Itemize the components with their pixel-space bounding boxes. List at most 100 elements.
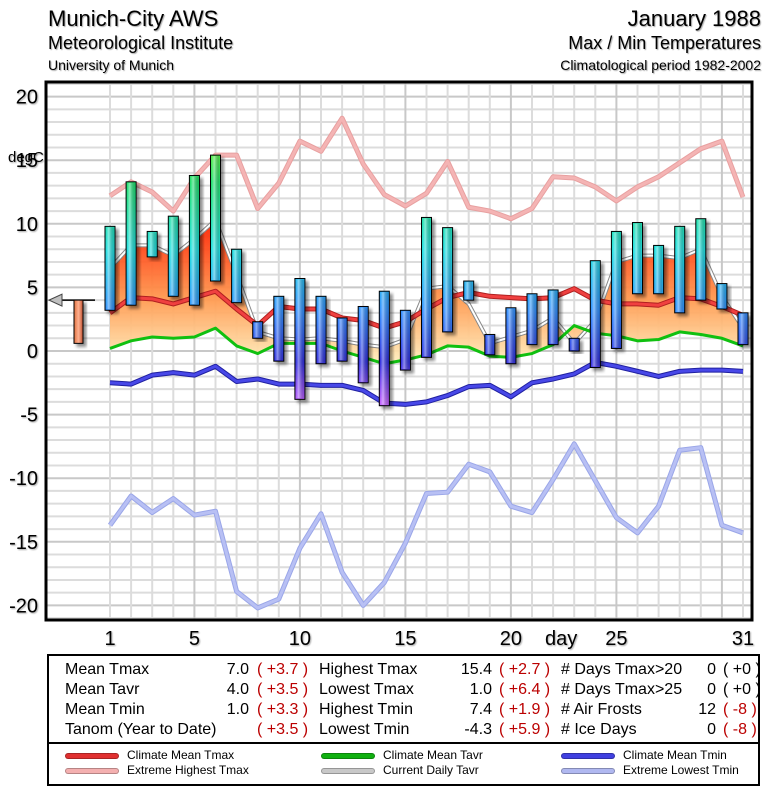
stat-label: # Days Tmax>25: [561, 681, 683, 698]
y-tick-label: -5: [20, 405, 38, 427]
daily-bars: [104, 154, 749, 407]
day-bar: [357, 305, 369, 384]
institute-title: Meteorological Institute: [48, 33, 234, 53]
stat-value: 1.0: [469, 681, 492, 698]
period-title: Climatological period 1982-2002: [560, 57, 761, 73]
legend-swatch: [321, 753, 375, 759]
stat-anomaly: ( +1.9 ): [499, 701, 551, 718]
stat-value: 0: [707, 661, 716, 678]
day-bar-shine: [506, 308, 515, 363]
day-bar: [526, 293, 538, 346]
subject-title: Max / Min Temperatures: [568, 33, 761, 53]
stat-anomaly: ( +5.9 ): [499, 721, 551, 738]
day-bar: [716, 283, 728, 310]
x-axis-title: day: [545, 628, 577, 650]
day-bar: [421, 216, 432, 358]
y-tick-label: 0: [27, 341, 38, 363]
day-bar: [188, 174, 200, 306]
stat-label: Tanom (Year to Date): [65, 721, 217, 738]
day-bar: [547, 289, 559, 346]
day-bar: [104, 225, 116, 311]
day-bar-shine: [717, 284, 726, 309]
day-bar-shine: [317, 297, 325, 363]
day-bar-shine: [190, 176, 199, 305]
y-axis-labels: 20 15 10 5 0 -5 -10 -15 -20: [9, 87, 38, 618]
day-bar: [125, 181, 137, 306]
y-tick-label: -10: [9, 468, 38, 490]
day-bar: [399, 309, 411, 371]
day-bar-shine: [591, 261, 600, 367]
stat-value: 0: [707, 681, 716, 698]
day-bar-shine: [528, 294, 536, 344]
day-bar-shine: [232, 250, 241, 302]
day-bar: [273, 295, 285, 362]
stat-value: 1.0: [226, 701, 249, 718]
day-bar: [315, 295, 327, 365]
day-bar: [442, 227, 454, 333]
y-tick-label: 15: [16, 150, 38, 172]
day-bar-shine: [739, 313, 747, 344]
day-bar-shine: [253, 322, 262, 338]
stat-value: 0: [707, 721, 716, 738]
day-bar-shine: [211, 156, 220, 281]
stat-anomaly: ( +3.5 ): [257, 721, 309, 738]
day-bar: [653, 244, 665, 295]
day-bar-shine: [675, 227, 684, 312]
day-bar: [210, 154, 221, 282]
anomaly-arrow-icon: [47, 293, 63, 307]
day-bar-shine: [127, 182, 136, 305]
y-axis-unit: degC: [8, 149, 44, 166]
day-bar: [737, 312, 749, 346]
x-tick-label: 5: [189, 628, 200, 650]
day-bar-shine: [380, 292, 389, 405]
climate-mean-tmin-line: [109, 360, 744, 406]
day-bar-shine: [570, 339, 579, 350]
stat-anomaly: ( +0 ): [723, 661, 761, 678]
statistics-table: Mean Tmax 7.0 ( +3.7 ) Mean Tavr 4.0 ( +3.5 )…: [47, 654, 761, 744]
stat-anomaly: ( +3.3 ): [257, 701, 309, 718]
stat-value: -4.3: [464, 721, 492, 738]
day-bar: [336, 317, 348, 362]
x-tick-label: 25: [605, 628, 627, 650]
legend-label: Climate Mean Tavr: [383, 748, 483, 762]
extreme-lowest-tmin-line: [108, 442, 744, 610]
day-bar: [167, 215, 179, 297]
day-bar-shine: [338, 318, 347, 361]
stat-label: # Air Frosts: [561, 701, 642, 718]
stat-label: Lowest Tmax: [319, 681, 414, 698]
day-bar: [674, 225, 686, 314]
x-tick-label: 15: [394, 628, 416, 650]
day-bar-shine: [148, 232, 157, 256]
stat-anomaly: ( +3.7 ): [257, 661, 309, 678]
stat-label: Mean Tavr: [65, 681, 140, 698]
day-bar-shine: [422, 218, 431, 357]
day-bar-shine: [169, 217, 178, 296]
legend-swatch: [65, 753, 119, 759]
stat-label: Lowest Tmin: [319, 721, 410, 738]
plot-frame: [44, 80, 754, 622]
day-bar: [610, 230, 622, 349]
day-bar-shine: [295, 279, 304, 399]
stat-anomaly: ( +6.4 ): [499, 681, 551, 698]
y-tick-label: 20: [16, 87, 38, 109]
legend-label: Extreme Highest Tmax: [127, 763, 249, 777]
day-bar-shine: [654, 246, 663, 293]
day-bar-shine: [549, 290, 558, 344]
stat-label: # Ice Days: [561, 721, 637, 738]
day-bar-shine: [401, 311, 410, 370]
day-bar: [589, 260, 601, 369]
day-bar-shine: [464, 282, 473, 300]
month-title: January 1988: [627, 6, 761, 31]
legend-swatch: [65, 768, 119, 774]
day-bar: [378, 290, 390, 407]
x-tick-label: 31: [732, 628, 754, 650]
day-bar-shine: [485, 335, 494, 354]
legend-swatch: [561, 753, 615, 759]
stat-label: Highest Tmax: [319, 661, 418, 678]
day-bar-shine: [106, 227, 114, 310]
day-bar-shine: [696, 219, 705, 300]
day-bar: [146, 230, 158, 258]
stat-label: Mean Tmin: [65, 701, 145, 718]
stat-anomaly: ( +0 ): [723, 681, 761, 698]
day-bar-shine: [274, 297, 283, 361]
